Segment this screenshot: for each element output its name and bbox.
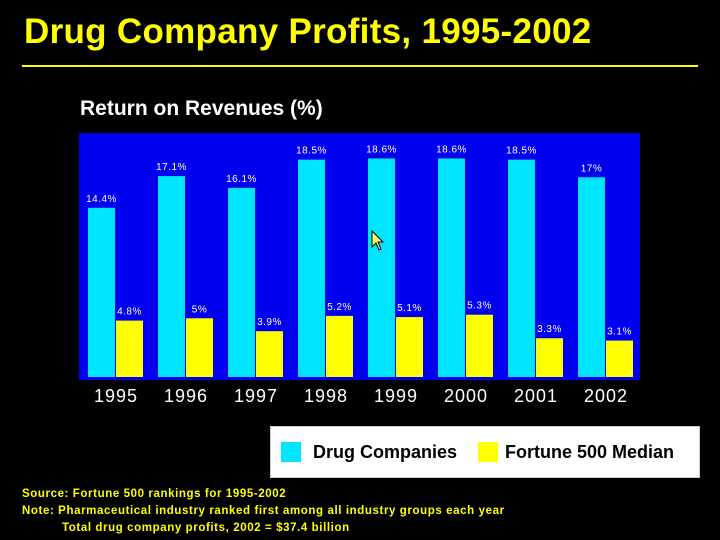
fortune-bar-1997 — [256, 331, 283, 377]
drug-bar-2002 — [578, 177, 605, 377]
drug-label-1995: 14.4% — [86, 194, 117, 205]
drug-label-1996: 17.1% — [156, 162, 187, 173]
drug-bar-1997 — [228, 187, 255, 377]
fortune-label-1998: 5.2% — [327, 302, 352, 313]
fortune-label-2001: 3.3% — [537, 324, 562, 335]
drug-label-2000: 18.6% — [436, 144, 467, 155]
fortune-bar-1998 — [326, 315, 353, 377]
x-tick-2001: 2001 — [514, 386, 558, 406]
legend-swatch-fortune-500 — [478, 442, 498, 462]
drug-label-2002: 17% — [581, 163, 603, 174]
page-title: Drug Company Profits, 1995-2002 — [24, 12, 592, 51]
drug-label-1999: 18.6% — [366, 144, 397, 155]
drug-label-1998: 18.5% — [296, 146, 327, 157]
fortune-label-1995: 4.8% — [117, 307, 142, 318]
footnotes: Source: Fortune 500 rankings for 1995-20… — [22, 486, 505, 537]
x-tick-2002: 2002 — [584, 386, 628, 406]
x-tick-1995: 1995 — [94, 386, 138, 406]
legend-label-drug-companies: Drug Companies — [313, 442, 458, 462]
fortune-bar-2002 — [606, 340, 633, 377]
fortune-label-1997: 3.9% — [257, 317, 282, 328]
mouse-pointer-icon — [371, 230, 385, 251]
bar-chart: 14.4% 4.8% 17.1% 5% 16.1% 3.9% 18.5% 5.2% 18.6% 5… — [79, 133, 640, 406]
fortune-bar-2001 — [536, 338, 563, 377]
profit-note: Total drug company profits, 2002 = $37.4… — [62, 522, 350, 534]
legend-swatch-drug-companies — [281, 442, 301, 462]
drug-bar-1996 — [158, 176, 185, 377]
title-divider — [22, 65, 698, 67]
drug-bar-2001 — [508, 159, 535, 377]
x-tick-1997: 1997 — [234, 386, 278, 406]
legend: Drug Companies Fortune 500 Median — [270, 426, 700, 478]
industry-note: Note: Pharmaceutical industry ranked fir… — [22, 505, 505, 517]
drug-bar-2000 — [438, 158, 465, 377]
chart-title: Return on Revenues (%) — [80, 97, 323, 120]
x-tick-1996: 1996 — [164, 386, 208, 406]
fortune-label-2002: 3.1% — [607, 327, 632, 338]
drug-bar-1995 — [88, 207, 115, 377]
fortune-label-1999: 5.1% — [397, 303, 422, 314]
fortune-bar-1996 — [186, 318, 213, 377]
drug-label-2001: 18.5% — [506, 146, 537, 157]
fortune-label-1996: 5% — [192, 304, 207, 315]
drug-bar-1998 — [298, 159, 325, 377]
fortune-label-2000: 5.3% — [467, 301, 492, 312]
drug-bar-1999 — [368, 158, 395, 377]
fortune-bar-2000 — [466, 314, 493, 377]
fortune-bar-1999 — [396, 317, 423, 377]
x-tick-1999: 1999 — [374, 386, 418, 406]
x-tick-2000: 2000 — [444, 386, 488, 406]
legend-label-fortune-500: Fortune 500 Median — [505, 442, 675, 462]
fortune-bar-1995 — [116, 320, 143, 377]
x-tick-1998: 1998 — [304, 386, 348, 406]
drug-label-1997: 16.1% — [226, 174, 257, 185]
source-note: Source: Fortune 500 rankings for 1995-20… — [22, 488, 287, 500]
